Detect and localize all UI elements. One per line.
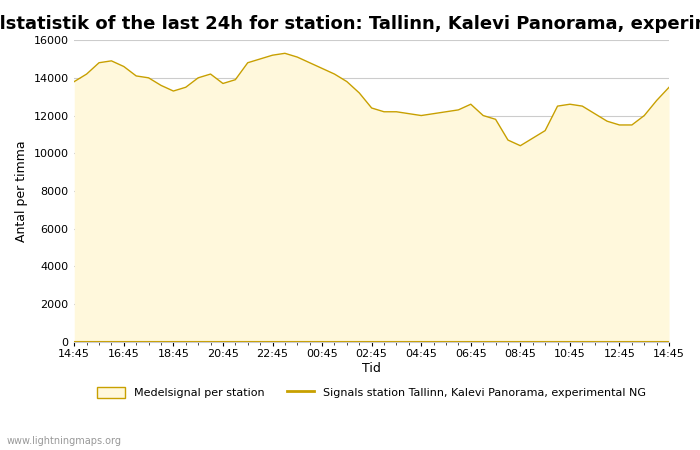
Y-axis label: Antal per timma: Antal per timma [15, 140, 28, 242]
Title: Signalstatistik of the last 24h for station: Tallinn, Kalevi Panorama, experimen: Signalstatistik of the last 24h for stat… [0, 15, 700, 33]
X-axis label: Tid: Tid [362, 361, 381, 374]
Text: www.lightningmaps.org: www.lightningmaps.org [7, 436, 122, 446]
Legend: Medelsignal per station, Signals station Tallinn, Kalevi Panorama, experimental : Medelsignal per station, Signals station… [92, 382, 651, 403]
